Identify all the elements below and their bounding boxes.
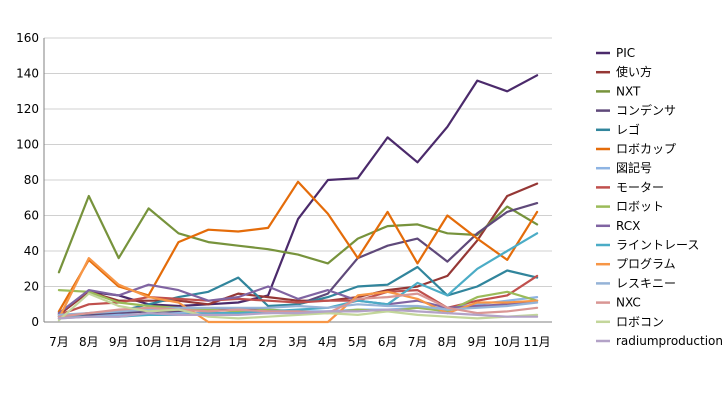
y-tick-label: 20 xyxy=(24,280,39,294)
x-tick-label: 3月 xyxy=(288,335,308,349)
x-tick-label: 6月 xyxy=(378,335,398,349)
x-tick-label: 11月 xyxy=(523,335,550,349)
y-tick-label: 140 xyxy=(16,67,39,81)
x-tick-label: 11月 xyxy=(165,335,192,349)
legend-label: NXC xyxy=(616,296,641,310)
legend-label: レゴ xyxy=(616,122,640,137)
series-line-9 xyxy=(57,283,539,315)
series-line-15 xyxy=(57,308,539,320)
legend-label: 図記号 xyxy=(616,160,652,175)
x-tick-label: 9月 xyxy=(467,335,487,349)
legend-label: プログラム xyxy=(616,257,676,271)
series-lines xyxy=(57,74,539,324)
x-tick-label: 8月 xyxy=(79,335,99,349)
legend-label: PIC xyxy=(616,46,635,60)
legend-label: コンデンサ xyxy=(616,103,676,118)
series-line-10 xyxy=(57,232,539,318)
series-line-4 xyxy=(57,265,539,318)
y-tick-label: 160 xyxy=(16,31,39,45)
series-line-0 xyxy=(57,74,539,315)
grid-lines xyxy=(43,37,552,323)
x-tick-label: 12月 xyxy=(195,335,222,349)
y-tick-label: 80 xyxy=(24,173,39,187)
y-tick-label: 0 xyxy=(31,315,39,329)
x-tick-label: 7月 xyxy=(408,335,428,349)
y-tick-label: 100 xyxy=(16,138,39,152)
legend-label: 使い方 xyxy=(616,64,652,79)
x-tick-label: 9月 xyxy=(109,335,129,349)
legend-label: ロボカップ xyxy=(616,142,676,156)
legend-label: RCX xyxy=(616,219,640,233)
x-tick-label: 7月 xyxy=(49,335,69,349)
legend-label: モーター xyxy=(616,180,664,194)
y-tick-label: 40 xyxy=(24,244,39,258)
series-line-14 xyxy=(57,292,539,322)
y-tick-label: 60 xyxy=(24,209,39,223)
x-tick-label: 1月 xyxy=(228,335,248,349)
x-tick-label: 4月 xyxy=(318,335,338,349)
legend-label: NXT xyxy=(616,84,641,98)
series-line-2 xyxy=(57,194,539,274)
legend-label: レスキニー xyxy=(616,276,676,290)
series-line-13 xyxy=(57,292,539,318)
x-tick-label: 5月 xyxy=(348,335,368,349)
x-tick-label: 10月 xyxy=(135,335,162,349)
x-tick-label: 2月 xyxy=(258,335,278,349)
y-axis-ticks: 0 20 40 60 80 100 120 140 160 xyxy=(16,31,39,329)
y-tick-label: 120 xyxy=(16,102,39,116)
legend-label: ロボット xyxy=(616,200,664,214)
series-line-1 xyxy=(57,182,539,316)
legend-label: ロボコン xyxy=(616,315,664,329)
x-tick-label: 10月 xyxy=(494,335,521,349)
x-axis-ticks: 7月 8月 9月 10月 11月 12月 1月 2月 3月 4月 5月 6月 7月 8月 9月 10月 11月 xyxy=(49,335,551,349)
x-tick-label: 8月 xyxy=(438,335,458,349)
legend-label: radiumproduction xyxy=(616,334,723,348)
legend-label: ライントレース xyxy=(616,238,699,252)
